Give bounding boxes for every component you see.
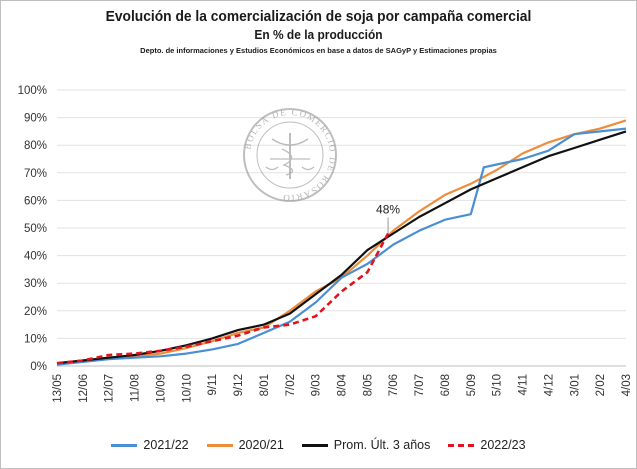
y-tick-label: 100% [18, 85, 47, 97]
x-tick-label: 8/04 [337, 373, 349, 396]
x-tick-label: 12/07 [104, 374, 116, 403]
chart-legend: 2021/22 2020/21 Prom. Últ. 3 años 2022/23 [0, 438, 637, 452]
y-tick-label: 70% [24, 168, 47, 180]
series-line-0 [56, 127, 627, 366]
legend-item: 2020/21 [206, 438, 284, 452]
y-tick-label: 0% [30, 361, 47, 373]
seal-outer-ring [243, 108, 337, 202]
x-tick-label: 7/02 [285, 374, 297, 396]
legend-label: 2021/22 [143, 438, 189, 452]
series-lines [56, 119, 627, 366]
x-tick-label: 8/01 [259, 374, 271, 396]
legend-label: Prom. Últ. 3 años [333, 438, 431, 452]
x-tick-label: 10/09 [155, 374, 167, 403]
legend-swatch [448, 443, 475, 447]
legend-item: Prom. Últ. 3 años [301, 438, 431, 452]
watermark-seal: BOLSA DE COMERCIO DE ROSARIO [242, 107, 337, 203]
x-tick-label: 9/11 [207, 374, 219, 396]
x-tick-label: 3/01 [569, 374, 581, 396]
x-tick-label: 8/05 [362, 374, 374, 396]
legend-label: 2020/21 [238, 438, 284, 452]
y-tick-label: 80% [24, 140, 47, 152]
series-line-1 [56, 119, 627, 365]
grid-lines [57, 89, 626, 367]
seal-serpent [281, 148, 294, 176]
legend-swatch [206, 443, 233, 447]
y-tick-label: 50% [24, 223, 47, 235]
series-line-2 [56, 130, 627, 365]
x-tick-label: 4/12 [543, 374, 555, 396]
x-tick-label: 7/07 [414, 374, 426, 396]
legend-item: 2022/23 [448, 438, 526, 452]
y-tick-label: 40% [24, 251, 47, 263]
x-tick-label: 7/06 [388, 374, 400, 396]
seal-inner-ring [256, 121, 324, 189]
chart-title: Evolución de la comercialización de soja… [105, 8, 532, 25]
x-tick-label: 4/11 [518, 374, 530, 396]
chart-subtitle: En % de la producción [254, 27, 383, 42]
y-tick-label: 90% [24, 113, 47, 125]
x-tick-label: 12/06 [78, 374, 90, 403]
x-tick-label: 6/08 [440, 374, 452, 396]
seal-scale-pan [265, 166, 279, 171]
x-tick-label: 9/03 [311, 374, 323, 396]
legend-swatch [301, 443, 328, 447]
x-tick-label: 4/03 [621, 374, 633, 396]
x-tick-label: 11/08 [130, 374, 142, 402]
series-line-3 [56, 232, 390, 365]
annotation-label: 48% [376, 203, 400, 217]
y-tick-label: 20% [24, 306, 47, 318]
x-tick-label: 10/10 [181, 374, 193, 403]
seal-scale-pan [301, 166, 315, 171]
x-tick-label: 5/09 [466, 374, 478, 396]
legend-label: 2022/23 [480, 438, 526, 452]
x-tick-label: 9/12 [233, 374, 245, 396]
y-tick-label: 60% [24, 195, 47, 207]
legend-swatch [111, 443, 138, 447]
x-tick-label: 5/10 [492, 374, 504, 396]
annotation-group: 48% [376, 203, 400, 234]
y-tick-label: 10% [24, 333, 47, 345]
x-tick-label: 13/05 [52, 374, 64, 403]
x-axis-ticks: 13/05 12/06 12/07 11/08 10/09 10/10 9/11 9/12 8/… [52, 373, 633, 402]
seal-wings [271, 138, 309, 146]
legend-item: 2021/22 [111, 438, 189, 452]
y-axis-ticks: 0% 10% 20% 30% 40% 50% 60% 70% 80% 90% 100% [18, 85, 47, 373]
x-tick-label: 2/02 [595, 374, 607, 396]
y-tick-label: 30% [24, 278, 47, 290]
chart-source-note: Depto. de informaciones y Estudios Econó… [140, 46, 497, 55]
